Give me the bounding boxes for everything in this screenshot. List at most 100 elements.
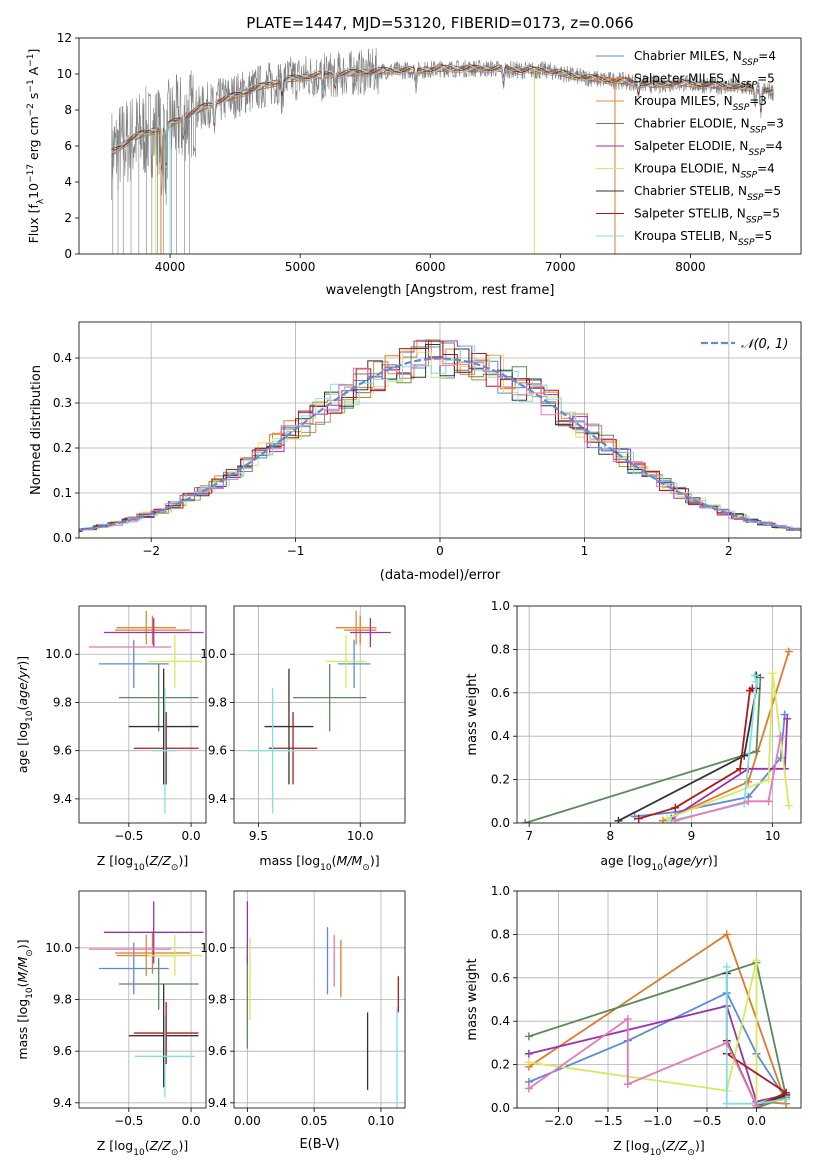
- weight-marker: [764, 775, 773, 784]
- x-tick-label: −2.0: [544, 1114, 573, 1128]
- axes-frame: [78, 37, 802, 255]
- axes-frame: [233, 605, 406, 824]
- label-part: 10: [25, 710, 35, 722]
- legend-label: Chabrier STELIB, NSSP=5: [634, 184, 781, 203]
- legend-label-main: Kroupa ELODIE, N: [634, 162, 741, 176]
- y-tick-label: 12: [57, 31, 72, 45]
- axes-frame: [233, 890, 406, 1109]
- weight-marker: [634, 814, 643, 823]
- label-part: 10: [133, 863, 145, 873]
- label-part: s: [26, 93, 41, 104]
- y-tick-label: 9.4: [53, 1096, 72, 1110]
- plot-area-weight_vs_age: [517, 606, 801, 823]
- panel-mass_vs_ebv: 0.00 0.05 0.10 9.4 9.6 9.8 10.0: [200, 890, 406, 1128]
- weight-line: [528, 1017, 758, 1107]
- weight-marker: [614, 816, 623, 823]
- x-tick-label: −1.5: [593, 1114, 622, 1128]
- x-axis-label: wavelength [Angstrom, rest frame]: [326, 283, 555, 298]
- x-tick-label: 1: [581, 544, 589, 558]
- legend-label: Salpeter MILES, NSSP=5: [634, 72, 775, 91]
- label-part: mass [log: [15, 999, 30, 1060]
- y-tick-label: 8: [64, 103, 72, 117]
- axes-frame: [516, 605, 802, 824]
- legend-label-main: Salpeter MILES, N: [634, 72, 741, 86]
- label-part: )]: [15, 656, 30, 666]
- y-tick-label: 9.6: [208, 744, 227, 758]
- gaussian-line: [79, 357, 801, 532]
- weight-marker: [524, 1058, 533, 1067]
- legend-label-tail: =4: [757, 162, 775, 176]
- legend-label-main: Kroupa STELIB, N: [634, 229, 738, 243]
- weight-marker: [768, 669, 777, 678]
- legend-label-tail: =4: [758, 49, 776, 63]
- weight-marker: [671, 816, 680, 823]
- weight-marker: [722, 962, 731, 971]
- label-part: Z [log: [97, 853, 133, 868]
- y-tick-label: 0.0: [491, 816, 510, 830]
- y-tick-label: 0.6: [491, 971, 510, 985]
- y-axis-label: mass weight: [465, 673, 480, 755]
- legend-label-main: Chabrier STELIB, N: [634, 184, 747, 198]
- y-tick-label: 0.0: [53, 531, 72, 545]
- y-tick-label: 0.8: [491, 642, 510, 656]
- label-part: )]: [178, 1138, 188, 1153]
- axes-frame: [78, 321, 802, 539]
- legend-gaussian-label: 𝒩(0, 1): [741, 337, 788, 352]
- weight-marker: [630, 812, 639, 821]
- y-tick-label: 9.8: [53, 993, 72, 1007]
- panel-spectrum: 4000 5000 6000 7000 8000 0 2 4 6 8 10 12 Chabrier MI…: [57, 31, 802, 274]
- x-tick-label: 5000: [285, 260, 316, 274]
- label-part: Z [log: [613, 1138, 649, 1153]
- legend-label: Kroupa MILES, NSSP=3: [634, 94, 767, 113]
- y-axis-label: Flux [fλ10−17 erg cm−2 s−1 A−1]: [26, 49, 46, 244]
- weight-line: [670, 675, 758, 822]
- weight-marker: [784, 801, 793, 810]
- y-tick-label: 0.2: [53, 441, 72, 455]
- legend-label-tail: =5: [764, 184, 782, 198]
- weight-marker: [722, 1099, 731, 1108]
- y-tick-label: 9.8: [208, 993, 227, 1007]
- label-part: age/yr: [668, 853, 709, 868]
- y-tick-label: 9.4: [53, 792, 72, 806]
- weight-line: [666, 673, 790, 820]
- label-part: ]: [26, 49, 41, 54]
- weight-marker: [521, 819, 530, 823]
- x-axis-label: Z [log10(Z/Z⊙)]: [613, 1138, 704, 1158]
- legend-label: Salpeter STELIB, NSSP=5: [634, 207, 780, 226]
- label-part: )]: [15, 939, 30, 949]
- y-tick-label: 9.4: [208, 1096, 227, 1110]
- label-part: ⊙: [171, 863, 179, 873]
- weight-marker: [752, 1101, 761, 1108]
- x-tick-label: −2: [142, 544, 160, 558]
- label-part: (: [15, 706, 30, 711]
- y-tick-label: 9.6: [53, 1044, 72, 1058]
- label-part: Z/Z: [665, 1138, 688, 1153]
- legend-label-tail: =5: [762, 207, 780, 221]
- y-tick-label: 0.0: [491, 1101, 510, 1115]
- legend-label-main: Salpeter ELODIE, N: [634, 139, 748, 153]
- y-tick-label: 6: [64, 139, 72, 153]
- y-tick-label: 0.2: [491, 1058, 510, 1072]
- weight-marker: [663, 814, 672, 823]
- chart-title: PLATE=1447, MJD=53120, FIBERID=0173, z=0…: [246, 14, 633, 32]
- legend-label-sub: SSP: [746, 216, 763, 226]
- x-axis-label: Z [log10(Z/Z⊙)]: [97, 853, 188, 873]
- label-part: −1: [26, 79, 36, 92]
- y-tick-label: 9.6: [53, 744, 72, 758]
- x-tick-label: 2: [725, 544, 733, 558]
- weight-marker: [752, 677, 761, 686]
- legend-label: Kroupa STELIB, NSSP=5: [634, 229, 772, 248]
- label-part: mass [log: [259, 853, 320, 868]
- label-part: erg cm: [26, 116, 41, 164]
- label-part: age [log: [600, 853, 651, 868]
- label-part: age/yr: [15, 665, 30, 706]
- weight-marker: [752, 956, 761, 965]
- weight-line: [528, 961, 788, 1108]
- label-part: A: [26, 66, 41, 79]
- x-tick-label: −1.0: [643, 1114, 672, 1128]
- label-part: )]: [695, 1138, 705, 1153]
- weight-marker: [780, 710, 789, 719]
- weight-marker: [776, 732, 785, 741]
- legend-label: Chabrier ELODIE, NSSP=3: [634, 117, 784, 136]
